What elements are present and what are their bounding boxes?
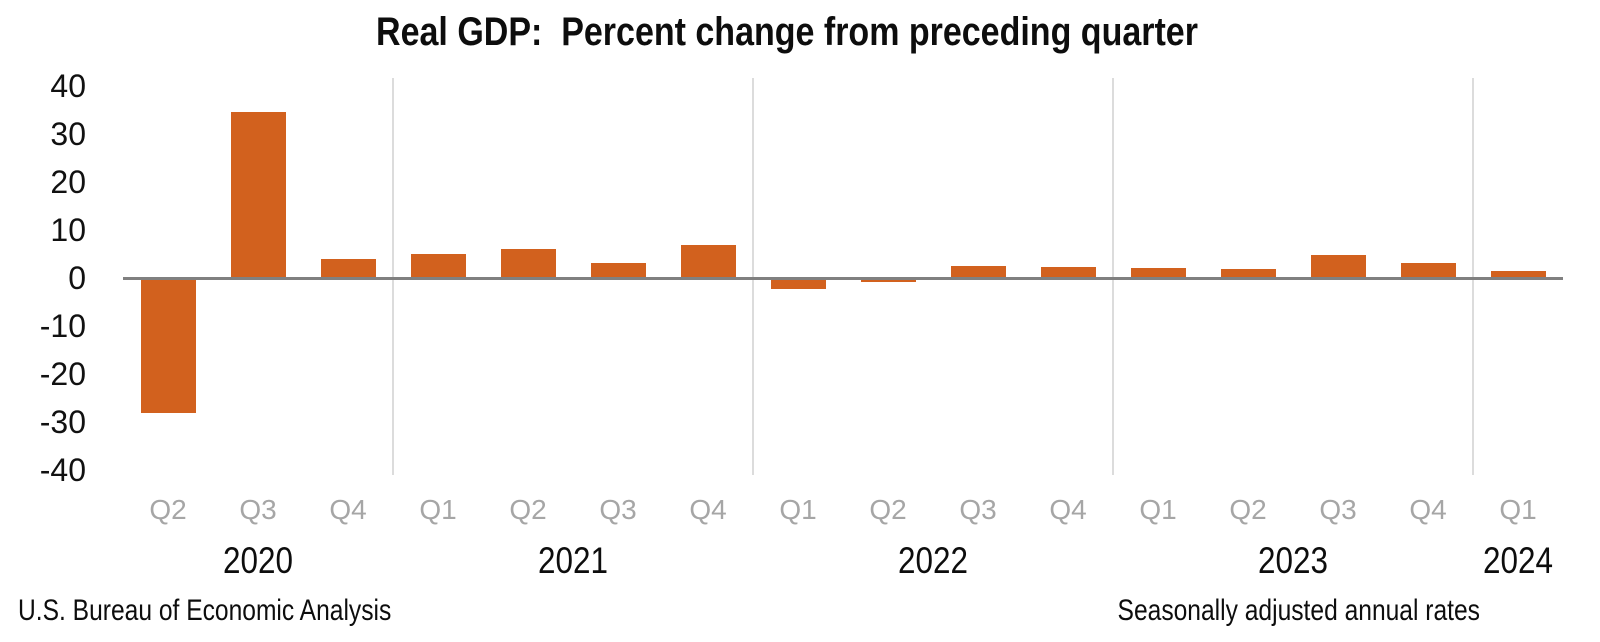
quarter-label: Q1 — [1139, 494, 1177, 525]
bar-q4-14 — [1400, 262, 1456, 279]
quarter-label: Q3 — [1319, 494, 1357, 525]
chart-title: Real GDP: Percent change from preceding … — [376, 10, 1198, 54]
source-note: U.S. Bureau of Economic Analysis — [18, 594, 392, 627]
y-tick-label: -40 — [39, 451, 86, 488]
bar-q2-8 — [860, 279, 916, 282]
year-label: 2022 — [898, 540, 968, 581]
quarter-label: Q3 — [959, 494, 997, 525]
y-tick-label: 20 — [50, 163, 86, 200]
quarter-label: Q4 — [689, 494, 727, 525]
y-tick-label: 10 — [50, 211, 86, 248]
bar-q2-12 — [1220, 268, 1276, 279]
bar-q2-0 — [140, 279, 196, 414]
year-label: 2020 — [223, 540, 293, 581]
year-label: 2024 — [1483, 540, 1553, 581]
quarter-label: Q1 — [419, 494, 457, 525]
bar-q1-11 — [1130, 268, 1186, 279]
quarter-label: Q1 — [779, 494, 817, 525]
bar-q1-3 — [410, 254, 466, 279]
adjustment-note: Seasonally adjusted annual rates — [1117, 594, 1480, 627]
bar-q4-10 — [1040, 266, 1096, 279]
y-tick-label: -20 — [39, 355, 86, 392]
y-tick-label: -10 — [39, 307, 86, 344]
bar-q2-4 — [500, 249, 556, 279]
plot-area — [123, 78, 1563, 475]
bar-q4-6 — [680, 245, 736, 279]
zero-axis-line — [123, 276, 1563, 280]
quarter-label: Q4 — [1049, 494, 1087, 525]
bar-q3-1 — [230, 111, 286, 279]
bar-q3-5 — [590, 263, 646, 279]
quarter-label: Q2 — [869, 494, 907, 525]
y-tick-label: 40 — [50, 67, 86, 104]
y-tick-label: 30 — [50, 115, 86, 152]
y-tick-label: 0 — [68, 259, 86, 296]
quarter-label: Q3 — [599, 494, 637, 525]
quarter-label: Q2 — [1229, 494, 1267, 525]
y-tick-label: -30 — [39, 403, 86, 440]
quarter-label: Q1 — [1499, 494, 1537, 525]
quarter-label: Q2 — [509, 494, 547, 525]
year-label: 2021 — [538, 540, 608, 581]
bar-q1-15 — [1490, 271, 1546, 279]
bar-q3-9 — [950, 266, 1006, 279]
quarter-label: Q3 — [239, 494, 277, 525]
quarter-label: Q2 — [149, 494, 187, 525]
year-label: 2023 — [1258, 540, 1328, 581]
bar-q1-7 — [770, 279, 826, 289]
bar-q4-2 — [320, 258, 376, 279]
bar-q3-13 — [1310, 255, 1366, 279]
quarter-label: Q4 — [1409, 494, 1447, 525]
quarter-label: Q4 — [329, 494, 367, 525]
